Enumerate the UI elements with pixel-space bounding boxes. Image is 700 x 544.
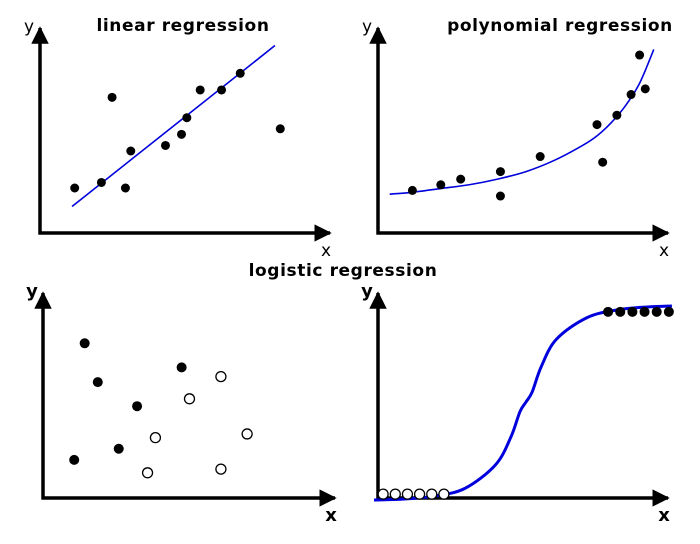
filled-data-point [640, 84, 650, 94]
filled-data-point [456, 174, 466, 184]
filled-data-point [79, 338, 90, 349]
filled-data-point [626, 90, 636, 100]
filled-data-point [635, 50, 645, 60]
open-data-point [141, 467, 154, 479]
filled-data-point [126, 146, 136, 156]
filled-data-point [535, 152, 545, 162]
filled-data-point [603, 306, 614, 317]
open-data-point [183, 393, 196, 405]
filled-data-point [615, 306, 626, 317]
filled-data-point [120, 183, 130, 193]
filled-data-point [639, 306, 650, 317]
filled-data-point [627, 306, 638, 317]
open-data-point [377, 488, 389, 500]
filled-data-point [217, 85, 227, 95]
filled-data-point [177, 129, 186, 139]
filled-data-point [663, 306, 674, 317]
y-axis-label: y [362, 17, 372, 37]
filled-data-point [113, 443, 124, 454]
filled-data-point [160, 140, 170, 150]
polynomial-fit-curve [389, 49, 655, 195]
logistic-curve-panel: xy [361, 281, 674, 526]
open-data-point [241, 428, 253, 440]
logistic-regression-title: logistic regression [249, 261, 438, 281]
x-axis-label: x [321, 241, 331, 261]
open-data-point [389, 488, 401, 500]
y-axis-label: y [26, 281, 38, 302]
filled-data-point [612, 110, 622, 120]
filled-data-point [107, 92, 117, 102]
filled-data-point [436, 180, 446, 190]
filled-data-point [598, 157, 608, 167]
linear-regression-panel: xy [24, 17, 332, 261]
x-axis-label: x [325, 505, 337, 526]
open-data-point [413, 488, 426, 500]
open-data-point [438, 488, 450, 500]
open-data-point [426, 488, 438, 500]
filled-data-point [176, 362, 187, 373]
y-axis-label: y [361, 281, 373, 302]
filled-data-point [195, 85, 205, 95]
filled-data-point [69, 454, 80, 465]
filled-data-point [92, 377, 103, 388]
filled-data-point [96, 177, 106, 187]
filled-data-point [407, 185, 417, 195]
x-axis-label: x [659, 241, 669, 261]
linear-regression-title: linear regression [96, 16, 269, 36]
polynomial-regression-title: polynomial regression [447, 16, 673, 36]
filled-data-point [70, 183, 80, 193]
filled-data-point [592, 120, 602, 130]
filled-data-point [275, 124, 285, 134]
x-axis-label: x [658, 505, 670, 526]
open-data-point [149, 431, 162, 444]
polynomial-regression-panel: xy [362, 17, 670, 261]
open-data-point [401, 488, 414, 500]
sigmoid-fit-curve [373, 304, 672, 502]
y-axis-label: y [24, 17, 34, 37]
filled-data-point [235, 68, 245, 78]
open-data-point [215, 370, 227, 383]
filled-data-point [132, 401, 143, 412]
logistic-scatter-panel: xy [26, 281, 337, 526]
filled-data-point [182, 113, 192, 123]
filled-data-point [495, 167, 505, 177]
filled-data-point [651, 306, 662, 317]
filled-data-point [495, 191, 505, 201]
open-data-point [215, 463, 227, 475]
